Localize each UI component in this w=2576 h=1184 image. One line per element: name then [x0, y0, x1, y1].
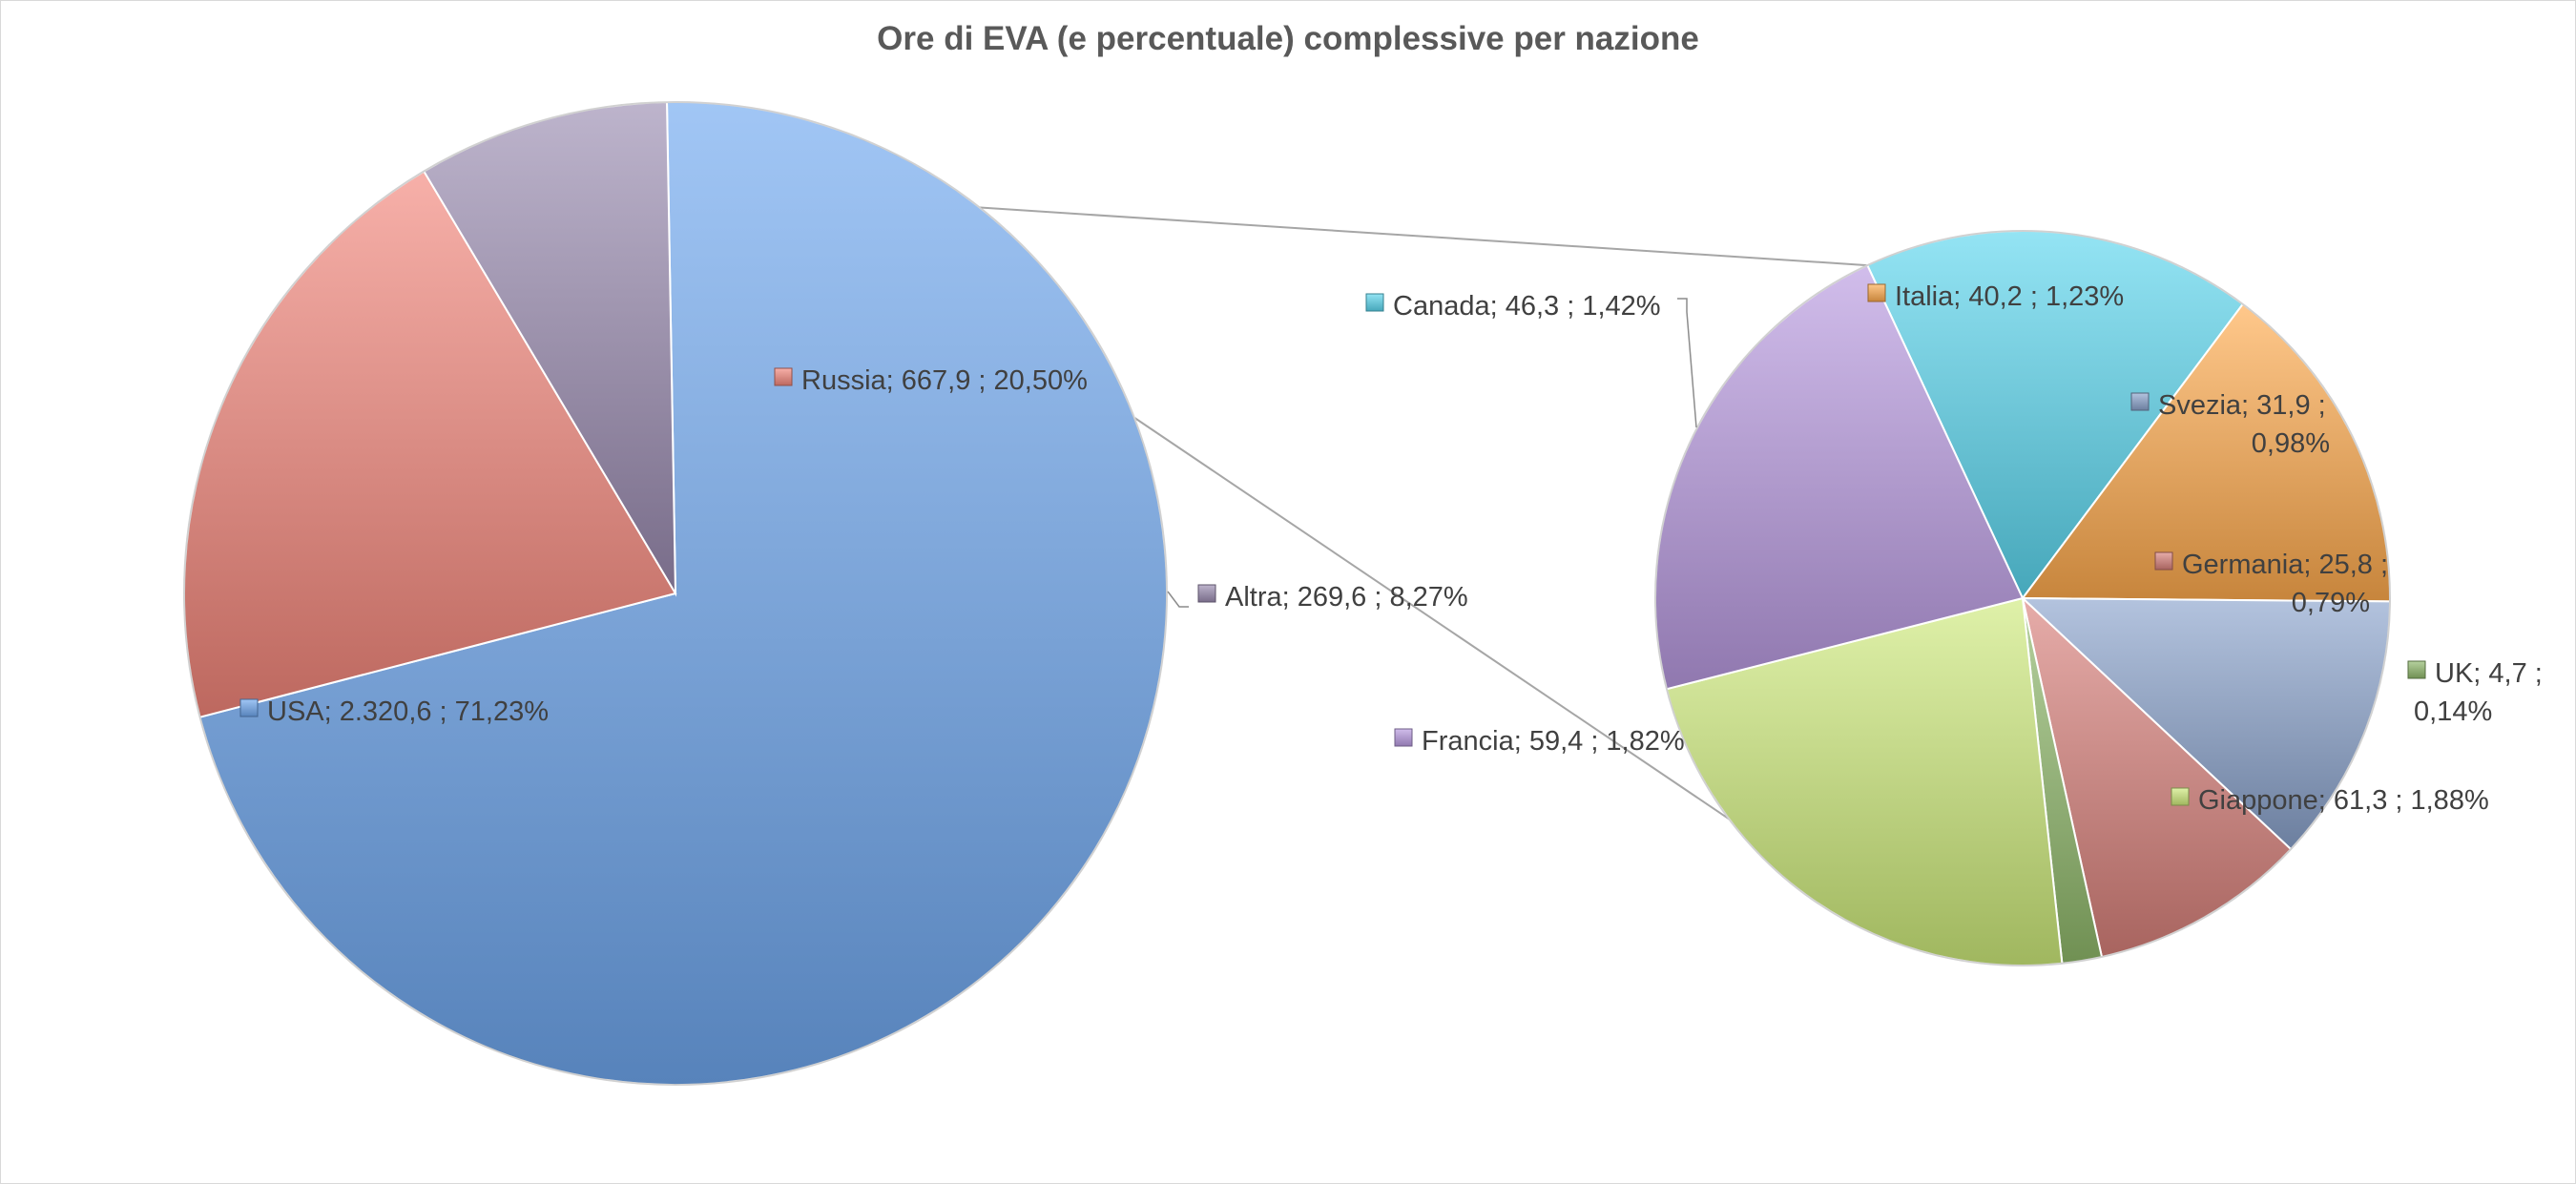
secondary-label-text-italia: Italia; 40,2 ; 1,23% — [1895, 281, 2124, 312]
secondary-slice-germania — [2021, 595, 2293, 959]
secondary-label-francia: Francia; 59,4 ; 1,82% — [1394, 726, 1685, 757]
secondary-legend-key-germania — [2154, 551, 2173, 571]
secondary-label-text-giappone: Giappone; 61,3 ; 1,88% — [2198, 785, 2489, 816]
secondary-legend-key-francia — [1394, 728, 1413, 747]
main-legend-key-russia — [774, 367, 793, 386]
secondary-legend-key-svezia — [2130, 392, 2150, 411]
main-label-text-usa: USA; 2.320,6 ; 71,23% — [267, 696, 549, 727]
secondary-label-percent-germania: 0,79% — [2292, 588, 2370, 618]
secondary-label-uk: UK; 4,7 ; 0,14% — [2407, 658, 2543, 727]
main-slice-usa — [198, 101, 1168, 1086]
secondary-legend-key-uk — [2407, 660, 2426, 679]
secondary-label-text-germania: Germania; 25,8 ; — [2182, 550, 2388, 580]
secondary-label-svezia: Svezia; 31,9 ; 0,98% — [2130, 390, 2330, 459]
secondary-label-percent-uk: 0,14% — [2414, 696, 2492, 727]
main-rim — [183, 101, 1168, 1086]
secondary-slice-giappone — [1665, 596, 2064, 966]
secondary-label-percent-svezia: 0,98% — [2252, 428, 2330, 459]
secondary-slice-italia — [2021, 302, 2391, 603]
main-label-usa: USA; 2.320,6 ; 71,23% — [239, 696, 549, 727]
secondary-legend-key-giappone — [2171, 787, 2190, 806]
secondary-label-text-svezia: Svezia; 31,9 ; — [2158, 390, 2326, 421]
main-legend-key-altra — [1197, 584, 1216, 603]
secondary-legend-key-italia — [1867, 283, 1886, 302]
secondary-rim — [1654, 230, 2391, 966]
leader-line-altra — [1167, 591, 1189, 608]
main-label-text-altra: Altra; 269,6 ; 8,27% — [1225, 582, 1468, 613]
secondary-label-text-uk: UK; 4,7 ; — [2435, 658, 2543, 689]
leader-line-canada — [1677, 298, 1697, 428]
main-label-altra: Altra; 269,6 ; 8,27% — [1197, 582, 1468, 613]
secondary-label-text-canada: Canada; 46,3 ; 1,42% — [1393, 291, 1661, 322]
main-label-text-russia: Russia; 667,9 ; 20,50% — [801, 365, 1088, 396]
main-legend-key-usa — [239, 698, 259, 717]
data-labels: USA; 2.320,6 ; 71,23% Russia; 667,9 ; 20,… — [239, 281, 2543, 816]
secondary-legend-key-canada — [1365, 293, 1384, 312]
main-slice-altra — [423, 101, 677, 597]
main-label-russia: Russia; 667,9 ; 20,50% — [774, 365, 1088, 396]
secondary-label-text-francia: Francia; 59,4 ; 1,82% — [1422, 726, 1685, 757]
main-slice-russia — [183, 170, 677, 718]
chart-title: Ore di EVA (e percentuale) complessive p… — [877, 20, 1699, 57]
secondary-pie — [1654, 230, 2391, 966]
leader-lines — [1167, 298, 1697, 608]
main-pie — [183, 101, 1168, 1086]
secondary-label-canada: Canada; 46,3 ; 1,42% — [1365, 291, 1661, 322]
secondary-slice-canada — [1865, 230, 2245, 600]
secondary-label-giappone: Giappone; 61,3 ; 1,88% — [2171, 785, 2489, 816]
secondary-label-italia: Italia; 40,2 ; 1,23% — [1867, 281, 2124, 312]
secondary-slice-francia — [1654, 263, 2025, 691]
secondary-slice-svezia — [2020, 596, 2391, 851]
secondary-label-germania: Germania; 25,8 ; 0,79% — [2154, 550, 2388, 618]
